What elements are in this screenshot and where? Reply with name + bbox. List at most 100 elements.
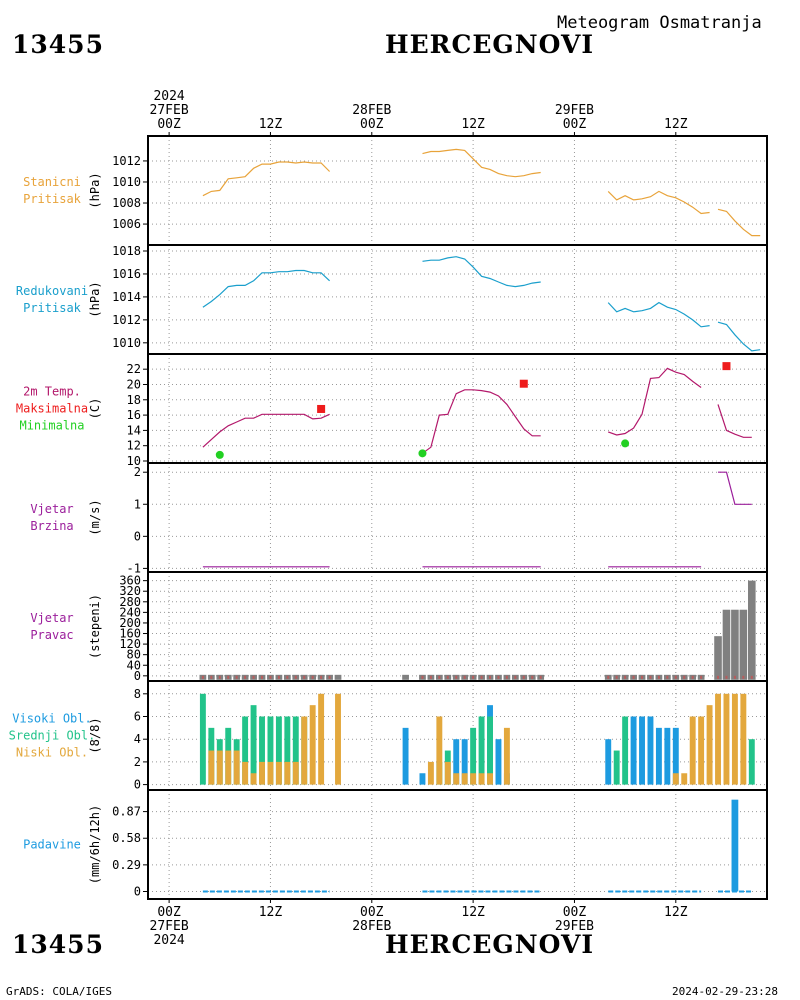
wind-dir-mark — [463, 675, 466, 679]
x-tick-label-bottom: 27FEB — [150, 919, 189, 934]
series-line — [202, 269, 331, 308]
y-tick-label: 1006 — [112, 217, 141, 231]
wind-dir-mark — [725, 675, 728, 679]
wind-dir-mark — [277, 675, 280, 679]
legend-entry: Pritisak — [23, 192, 82, 206]
x-tick-label-bottom: 00Z — [563, 905, 587, 920]
tmin-marker — [418, 449, 427, 458]
wind-dir-mark — [641, 675, 644, 679]
y-tick-label: 40 — [127, 658, 141, 672]
timestamp-text: 2024-02-29-23:28 — [672, 985, 778, 998]
high-cloud-bar — [419, 773, 426, 785]
y-axis-label: (m/s) — [88, 499, 102, 535]
y-tick-label: 1018 — [112, 244, 141, 258]
low-cloud-bar — [267, 761, 274, 785]
y-tick-label: 1012 — [112, 313, 141, 327]
y-tick-label: 18 — [127, 393, 141, 407]
panel-1: 1006 1008 1010 1012 (hPa) Stanicni Pritisak — [23, 136, 767, 245]
mid-cloud-bar — [478, 716, 485, 785]
wind-dir-mark — [750, 675, 753, 679]
legend-entry: Brzina — [30, 519, 73, 533]
y-tick-label: 1 — [134, 497, 141, 511]
high-cloud-bar — [605, 739, 612, 785]
wind-dir-mark — [311, 675, 314, 679]
x-tick-label-top: 12Z — [461, 117, 485, 132]
y-axis-label: (mm/6h/12h) — [88, 805, 102, 884]
wind-dir-mark — [522, 675, 525, 679]
y-tick-label: 1008 — [112, 196, 141, 210]
panel-frame — [147, 571, 768, 682]
wind-dir-mark — [429, 675, 432, 679]
wind-dir-mark — [472, 675, 475, 679]
low-cloud-bar — [427, 761, 434, 785]
y-tick-label: 2 — [134, 755, 141, 769]
wind-dir-mark — [303, 675, 306, 679]
low-cloud-bar — [335, 693, 341, 785]
y-axis-label: (hPa) — [88, 172, 102, 208]
low-cloud-bar — [250, 773, 257, 785]
wind-dir-mark — [294, 675, 297, 679]
legend-entry: Niski Obl. — [16, 746, 88, 760]
wind-dir-mark — [607, 675, 610, 679]
panel-frame — [147, 135, 768, 246]
y-tick-label: 12 — [127, 439, 141, 453]
panel-frame — [147, 462, 768, 573]
mid-cloud-bar — [267, 716, 274, 785]
mid-cloud-bar — [284, 716, 291, 785]
high-cloud-bar — [402, 727, 409, 785]
x-tick-label-top: 28FEB — [352, 103, 391, 118]
y-tick-label: 8 — [134, 687, 141, 701]
low-cloud-bar — [225, 750, 232, 785]
x-tick-label-top: 2024 — [153, 89, 184, 104]
x-tick-label-bottom: 28FEB — [352, 919, 391, 934]
wind-dir-mark — [700, 675, 703, 679]
station-name-top: HERCEGNOVI — [385, 30, 595, 59]
y-tick-label: 22 — [127, 362, 141, 376]
low-cloud-bar — [503, 727, 510, 785]
y-axis-label: (stepeni) — [88, 594, 102, 659]
legend-entry: Vjetar — [30, 611, 73, 625]
wind-dir-mark — [666, 675, 669, 679]
y-tick-label: 1010 — [112, 175, 141, 189]
mid-cloud-bar — [622, 716, 629, 785]
chart-subtitle: Meteogram Osmatranja — [557, 13, 762, 33]
wind-dir-mark — [649, 675, 652, 679]
wind-dir-mark — [235, 675, 238, 679]
high-cloud-bar — [672, 727, 679, 785]
wind-dir-mark — [505, 675, 508, 679]
y-tick-label: 0.58 — [112, 831, 141, 845]
tmin-marker — [621, 439, 630, 448]
y-tick-label: 14 — [127, 423, 141, 437]
low-cloud-bar — [672, 773, 679, 785]
wind-dir-mark — [657, 675, 660, 679]
wind-dir-mark — [286, 675, 289, 679]
wind-dir-mark — [227, 675, 230, 679]
high-cloud-bar — [664, 727, 671, 785]
low-cloud-bar — [487, 773, 493, 785]
wind-dir-bar — [402, 674, 409, 680]
low-cloud-bar — [301, 716, 308, 785]
low-cloud-bar — [436, 716, 443, 785]
legend-entry: Pravac — [30, 628, 73, 642]
low-cloud-bar — [259, 761, 265, 785]
x-tick-label-bottom: 00Z — [360, 905, 384, 920]
panel-frame — [147, 353, 768, 464]
mid-cloud-bar — [275, 716, 282, 785]
high-cloud-bar — [647, 716, 654, 785]
low-cloud-bar — [275, 761, 282, 785]
series-line — [422, 256, 541, 288]
wind-dir-mark — [497, 675, 500, 679]
precip-bar — [731, 799, 739, 892]
x-tick-label-top: 27FEB — [150, 103, 189, 118]
y-axis-label: (8/8) — [88, 717, 102, 753]
legend-entry: Padavine — [23, 838, 81, 852]
y-tick-label: 280 — [119, 595, 141, 609]
low-cloud-bar — [292, 761, 299, 785]
low-cloud-bar — [731, 693, 738, 785]
mid-cloud-bar — [259, 716, 265, 785]
series-line — [607, 190, 710, 215]
wind-dir-mark — [244, 675, 247, 679]
legend-entry: Vjetar — [30, 502, 73, 516]
panel-frame — [147, 244, 768, 355]
